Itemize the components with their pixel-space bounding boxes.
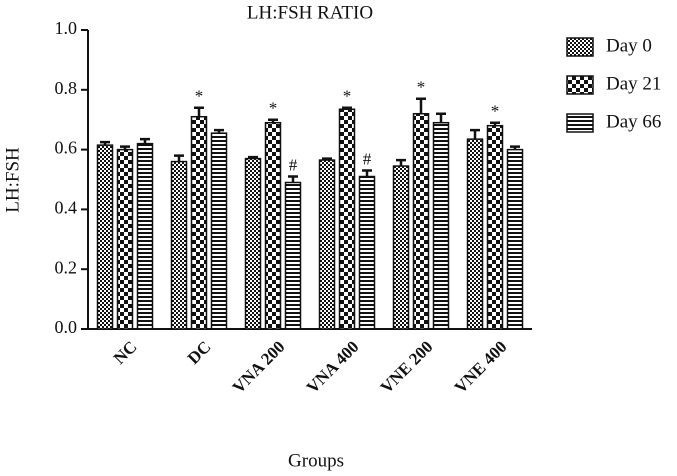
error-bar [362, 169, 372, 177]
error-bar [174, 154, 184, 162]
error-bar [490, 121, 500, 126]
significance-mark: * [417, 78, 426, 97]
bar [466, 138, 484, 330]
chart-title: LH:FSH RATIO [247, 2, 373, 23]
bar [506, 148, 524, 330]
error-bar [100, 140, 110, 146]
legend-swatch [566, 75, 594, 95]
x-tick-label: DC [184, 337, 215, 368]
x-tick-label: VNE 400 [451, 337, 511, 397]
significance-mark: # [363, 149, 372, 168]
bar [210, 132, 228, 330]
bar [170, 160, 188, 330]
bar [284, 181, 302, 330]
error-bar [416, 97, 426, 114]
y-tick-label: 0.0 [55, 317, 78, 337]
error-bar [322, 157, 332, 161]
significance-mark: * [491, 102, 500, 121]
bar [338, 108, 356, 330]
y-tick-label: 1.0 [55, 18, 78, 38]
legend-swatch [566, 37, 594, 57]
error-bar [510, 145, 520, 150]
bar [264, 121, 282, 330]
error-bar [120, 145, 130, 150]
bar [116, 148, 134, 330]
error-bar [140, 137, 150, 144]
significance-mark: # [289, 155, 298, 174]
y-tick-label: 0.4 [55, 198, 78, 218]
significance-mark: * [343, 87, 352, 106]
bar [318, 159, 336, 330]
bar [190, 115, 208, 330]
bar [486, 124, 504, 330]
error-bar [248, 155, 258, 159]
legend-swatch [566, 113, 594, 133]
legend-label: Day 0 [606, 35, 652, 56]
y-tick-label: 0.2 [55, 257, 78, 277]
x-tick-label: VNA 400 [303, 337, 363, 397]
bar [96, 144, 114, 330]
error-bar [342, 106, 352, 110]
error-bar [268, 118, 278, 123]
bar [392, 165, 410, 330]
bar [432, 121, 450, 330]
bar [136, 142, 154, 330]
significance-mark: * [269, 99, 278, 118]
x-tick-label: VNA 200 [229, 337, 289, 397]
error-bar [194, 106, 204, 117]
error-bar [214, 128, 224, 134]
error-bar [396, 158, 406, 167]
bar [358, 175, 376, 330]
error-bar [470, 128, 480, 140]
x-axis-label: Groups [288, 450, 344, 471]
legend-label: Day 21 [606, 73, 661, 94]
legend-label: Day 66 [606, 111, 661, 132]
error-bar [288, 175, 298, 183]
y-tick-label: 0.8 [55, 78, 78, 98]
y-axis-label: LH:FSH [2, 147, 23, 213]
y-tick-label: 0.6 [55, 138, 78, 158]
significance-mark: * [195, 87, 204, 106]
bar [412, 112, 430, 330]
error-bar [436, 112, 446, 123]
x-tick-label: VNE 200 [377, 337, 437, 397]
x-tick-label: NC [110, 337, 141, 368]
bar [244, 157, 262, 330]
